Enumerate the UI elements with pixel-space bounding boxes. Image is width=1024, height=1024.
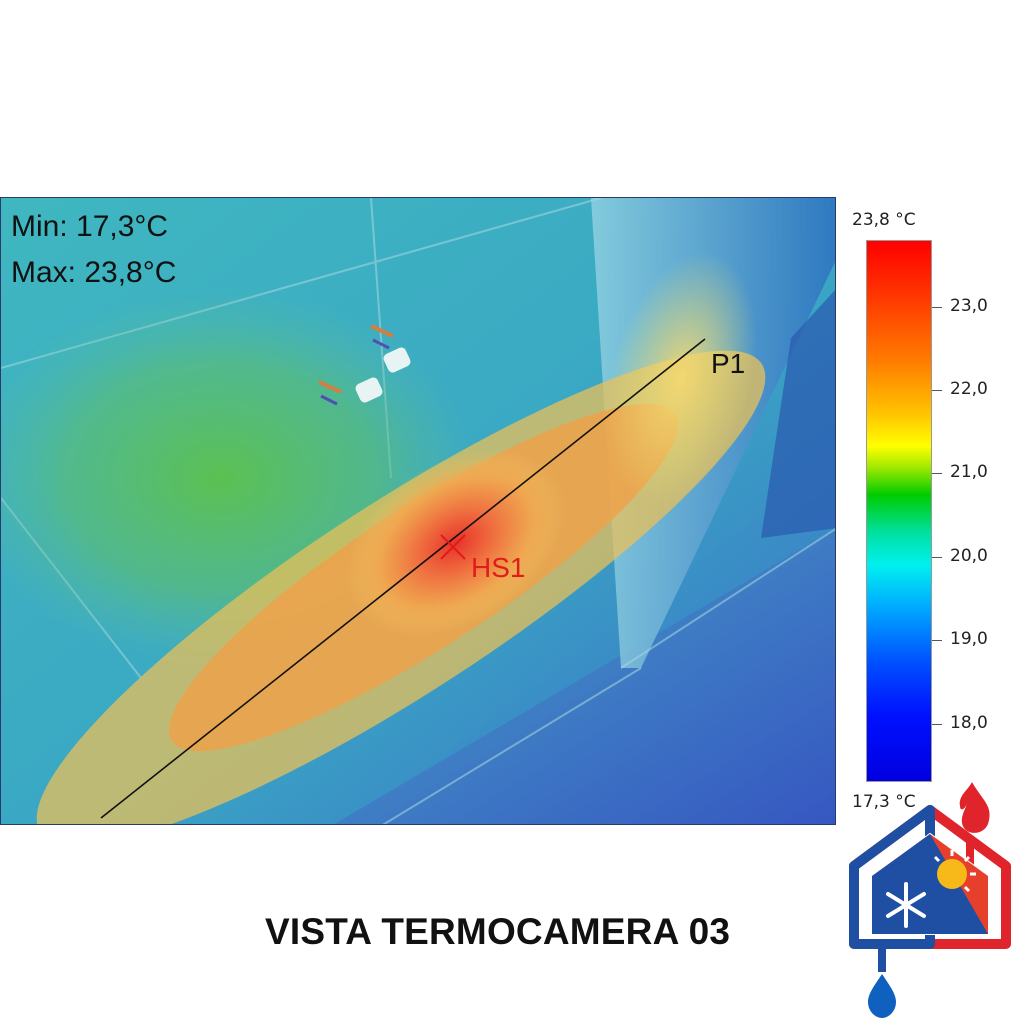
min-temperature-readout: Min: 17,3°C <box>11 210 169 243</box>
profile-line <box>100 338 706 819</box>
colorbar-tick <box>932 473 942 475</box>
colorbar-tick <box>932 556 942 558</box>
thermal-image: Min: 17,3°C Max: 23,8°C P1 HS1 <box>0 197 836 825</box>
colorbar-tick-label: 19,0 <box>950 629 988 650</box>
colorbar-tick <box>932 640 942 642</box>
hotspot-marker <box>440 534 466 560</box>
colorbar-tick-label: 21,0 <box>950 462 988 483</box>
heating-cooling-logo-icon <box>849 782 1011 1018</box>
image-caption: VISTA TERMOCAMERA 03 <box>265 911 731 952</box>
hotspot-label: HS1 <box>471 552 526 583</box>
profile-line-label: P1 <box>711 348 746 379</box>
colorbar-tick <box>932 390 942 392</box>
thermal-scene <box>1 198 835 824</box>
temperature-colorbar <box>866 240 932 782</box>
colorbar-tick-label: 18,0 <box>950 712 988 733</box>
colorbar-tick-label: 22,0 <box>950 379 988 400</box>
colorbar-tick-label: 23,0 <box>950 295 988 316</box>
colorbar-tick-label: 20,0 <box>950 545 988 566</box>
fixture-icons <box>318 324 411 406</box>
max-temperature-readout: Max: 23,8°C <box>11 256 177 289</box>
colorbar-tick <box>932 723 942 725</box>
scale-max-label: 23,8 °C <box>852 210 916 230</box>
colorbar-tick <box>932 306 942 308</box>
scale-min-label: 17,3 °C <box>852 792 916 812</box>
